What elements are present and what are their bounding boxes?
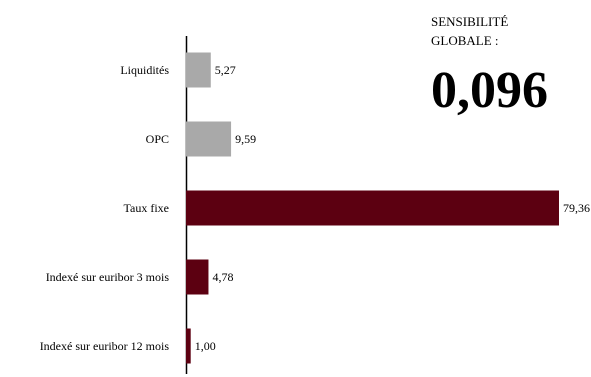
bar-0 <box>186 52 211 88</box>
category-label-2: Taux fixe <box>124 201 169 215</box>
value-label-0: 5,27 <box>215 63 236 77</box>
bars-group: Liquidités 5,27 OPC 9,59 Taux fixe 79,36 Index… <box>40 52 590 364</box>
sensitivity-caption-line2: GLOBALE : <box>431 33 499 48</box>
sensitivity-caption: SENSIBILITÉ GLOBALE : <box>431 12 508 50</box>
bar-3 <box>186 259 209 295</box>
bar-2 <box>186 190 559 226</box>
value-label-2: 79,36 <box>563 201 590 215</box>
category-label-3: Indexé sur euribor 3 mois <box>46 270 170 284</box>
category-label-0: Liquidités <box>120 63 169 77</box>
sensitivity-value: 0,096 <box>431 62 548 119</box>
value-label-1: 9,59 <box>235 132 256 146</box>
sensitivity-caption-line1: SENSIBILITÉ <box>431 14 509 29</box>
value-label-3: 4,78 <box>212 270 233 284</box>
category-label-4: Indexé sur euribor 12 mois <box>40 339 170 353</box>
value-label-4: 1,00 <box>195 339 216 353</box>
bar-4 <box>186 328 191 364</box>
bar-1 <box>186 121 232 157</box>
category-label-1: OPC <box>146 132 169 146</box>
